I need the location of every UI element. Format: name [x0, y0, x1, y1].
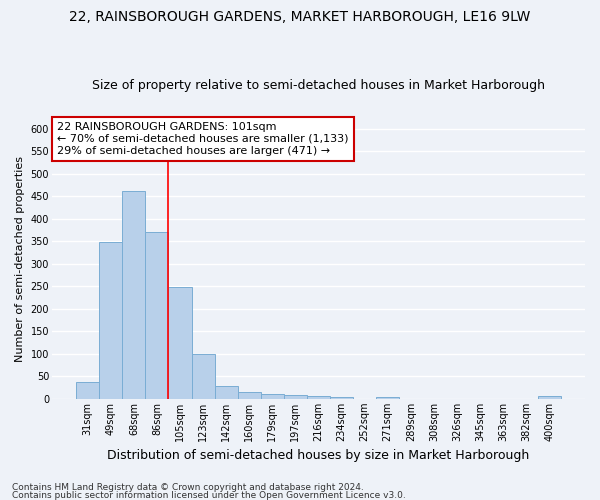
Bar	[191, 354, 215, 399]
Bar	[145, 232, 169, 399]
Bar	[330, 396, 353, 399]
Text: 22 RAINSBOROUGH GARDENS: 101sqm
← 70% of semi-detached houses are smaller (1,133: 22 RAINSBOROUGH GARDENS: 101sqm ← 70% of…	[57, 122, 349, 156]
Bar	[215, 386, 238, 399]
X-axis label: Distribution of semi-detached houses by size in Market Harborough: Distribution of semi-detached houses by …	[107, 450, 530, 462]
Text: 22, RAINSBOROUGH GARDENS, MARKET HARBOROUGH, LE16 9LW: 22, RAINSBOROUGH GARDENS, MARKET HARBORO…	[70, 10, 530, 24]
Bar	[307, 396, 330, 399]
Bar	[538, 396, 561, 399]
Bar	[261, 394, 284, 399]
Title: Size of property relative to semi-detached houses in Market Harborough: Size of property relative to semi-detach…	[92, 79, 545, 92]
Text: Contains public sector information licensed under the Open Government Licence v3: Contains public sector information licen…	[12, 490, 406, 500]
Bar	[76, 382, 99, 399]
Bar	[284, 395, 307, 399]
Bar	[376, 396, 399, 399]
Bar	[122, 190, 145, 399]
Bar	[99, 242, 122, 399]
Bar	[238, 392, 261, 399]
Y-axis label: Number of semi-detached properties: Number of semi-detached properties	[15, 156, 25, 362]
Bar	[169, 287, 191, 399]
Text: Contains HM Land Registry data © Crown copyright and database right 2024.: Contains HM Land Registry data © Crown c…	[12, 484, 364, 492]
